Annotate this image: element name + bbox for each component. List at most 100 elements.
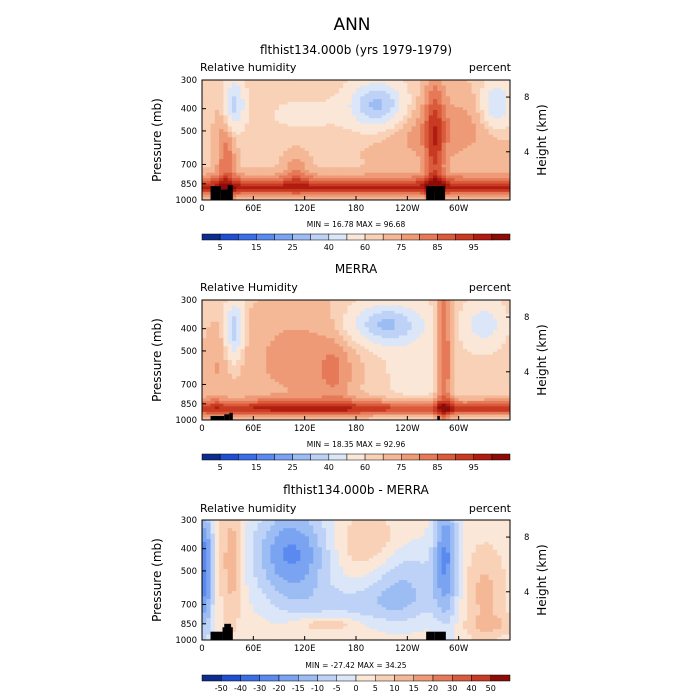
heatmap-cell: [227, 300, 233, 304]
heatmap-cell: [338, 172, 344, 176]
heatmap-cell: [231, 189, 237, 193]
heatmap-cell: [283, 126, 288, 130]
heatmap-cell: [219, 99, 224, 103]
heatmap-cell: [321, 126, 327, 130]
heatmap-cell: [373, 172, 378, 176]
heatmap-cell: [308, 104, 314, 108]
heatmap-cell: [321, 351, 327, 355]
heatmap-cell: [287, 321, 293, 325]
heatmap-cell: [202, 197, 207, 201]
heatmap-cell: [351, 120, 357, 125]
heatmap-cell: [407, 96, 413, 100]
heatmap-cell: [202, 156, 207, 160]
heatmap-cell: [480, 186, 485, 190]
heatmap-cell: [424, 126, 430, 130]
heatmap-cell: [433, 93, 438, 97]
heatmap-cell: [308, 175, 314, 179]
heatmap-cell: [313, 178, 318, 182]
heatmap-cell: [390, 172, 395, 176]
heatmap-cell: [321, 145, 327, 149]
heatmap-cell: [249, 170, 254, 174]
heatmap-cell: [223, 90, 229, 95]
heatmap-cell: [317, 332, 323, 336]
heatmap-cell: [497, 321, 502, 325]
heatmap-cell: [411, 167, 417, 171]
heatmap-cell: [231, 313, 237, 317]
heatmap-cell: [433, 148, 438, 152]
heatmap-cell: [403, 351, 408, 355]
heatmap-cell: [219, 159, 224, 163]
heatmap-cell: [364, 90, 370, 95]
colorbar-swatch: [219, 233, 239, 241]
heatmap-cell: [300, 365, 306, 369]
heatmap-cell: [390, 349, 395, 353]
heatmap-cell: [428, 338, 434, 342]
heatmap-cell: [428, 142, 434, 146]
heatmap-cell: [428, 88, 434, 92]
heatmap-cell: [240, 159, 246, 163]
heatmap-cell: [360, 134, 365, 138]
heatmap-cell: [428, 104, 434, 108]
heatmap-cell: [274, 145, 280, 149]
heatmap-cell: [300, 148, 306, 152]
heatmap-cell: [300, 129, 306, 133]
heatmap-cell: [501, 145, 507, 149]
heatmap-cell: [492, 101, 498, 105]
heatmap-cell: [484, 362, 490, 366]
heatmap-cell: [492, 164, 498, 168]
heatmap-cell: [231, 175, 237, 179]
heatmap-cell: [441, 85, 447, 89]
heatmap-cell: [420, 137, 425, 141]
heatmap-cell: [223, 112, 229, 116]
heatmap-cell: [454, 99, 460, 103]
heatmap-cell: [390, 80, 395, 84]
heatmap-cell: [227, 104, 233, 108]
heatmap-cell: [475, 330, 481, 334]
heatmap-cell: [356, 170, 361, 174]
heatmap-cell: [424, 96, 430, 100]
heatmap-cell: [261, 324, 267, 328]
heatmap-cell: [257, 351, 263, 355]
heatmap-cell: [249, 360, 254, 364]
heatmap-cell: [356, 360, 361, 364]
heatmap-cell: [368, 324, 374, 328]
heatmap-cell: [317, 137, 323, 141]
heatmap-cell: [398, 80, 404, 84]
heatmap-cell: [219, 112, 224, 116]
heatmap-cell: [240, 85, 246, 89]
heatmap-cell: [480, 360, 485, 364]
heatmap-cell: [249, 310, 254, 315]
heatmap-cell: [304, 107, 310, 111]
heatmap-cell: [390, 197, 395, 201]
heatmap-cell: [437, 123, 442, 127]
heatmap-cell: [291, 123, 297, 127]
heatmap-cell: [283, 321, 288, 325]
heatmap-cell: [424, 357, 430, 361]
heatmap-cell: [240, 142, 246, 146]
heatmap-cell: [403, 346, 408, 350]
heatmap-cell: [296, 330, 301, 334]
heatmap-cell: [433, 343, 438, 347]
heatmap-cell: [210, 308, 216, 312]
heatmap-cell: [480, 351, 485, 355]
x-tick-label: 0: [199, 204, 204, 214]
heatmap-cell: [223, 156, 229, 160]
heatmap-cell: [321, 360, 327, 364]
heatmap-cell: [458, 101, 464, 105]
heatmap-cell: [433, 150, 438, 155]
heatmap-cell: [411, 310, 417, 315]
heatmap-cell: [454, 104, 460, 108]
heatmap-cell: [411, 140, 417, 144]
heatmap-cell: [411, 346, 417, 350]
heatmap-cell: [454, 142, 460, 146]
heatmap-cell: [403, 107, 408, 111]
heatmap-cell: [428, 308, 434, 312]
heatmap-cell: [373, 321, 378, 325]
heatmap-cell: [501, 156, 507, 160]
heatmap-cell: [505, 101, 511, 105]
heatmap-cell: [300, 335, 306, 339]
heatmap-cell: [274, 110, 280, 114]
heatmap-cell: [458, 112, 464, 116]
heatmap-cell: [368, 351, 374, 355]
heatmap-cell: [484, 316, 490, 320]
